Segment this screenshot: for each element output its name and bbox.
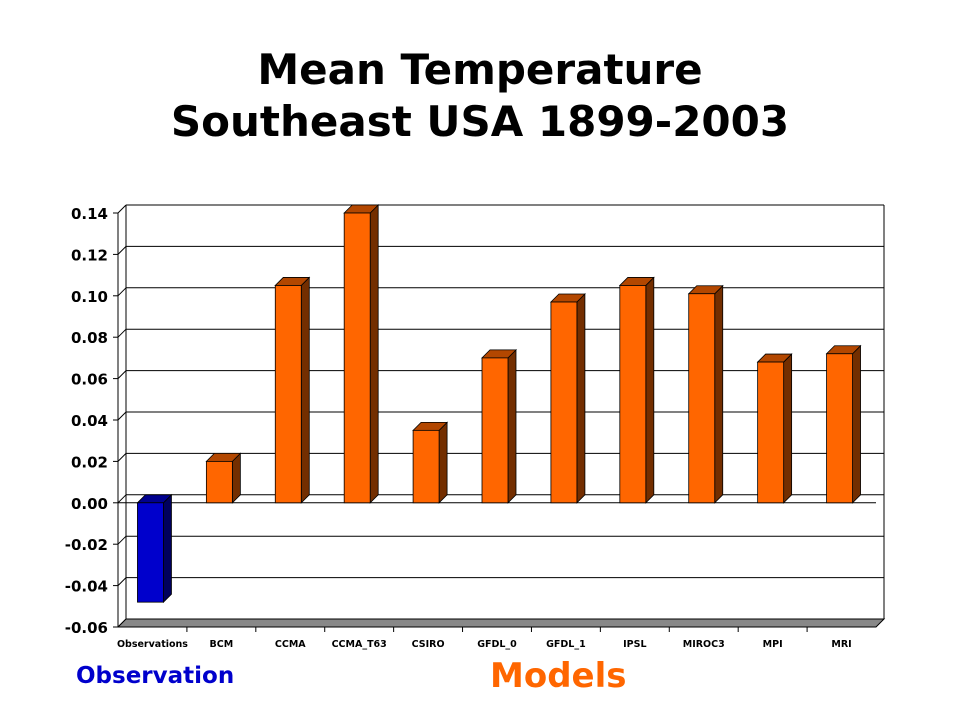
gridline-depth <box>117 577 127 586</box>
bar-miroc3 <box>688 293 716 504</box>
y-tick-label: -0.04 <box>65 578 108 596</box>
y-tick-label: -0.02 <box>65 536 108 554</box>
y-tick-label: 0.06 <box>71 371 108 389</box>
y-tick-label: 0.00 <box>71 495 108 513</box>
bar-side-observations <box>163 493 172 604</box>
chart-title-line1: Mean Temperature <box>257 45 703 94</box>
bar-side-mri <box>852 344 861 504</box>
gridline-depth <box>117 328 127 338</box>
gridline-depth <box>117 246 127 255</box>
bar-side-gfdl_0 <box>507 348 517 504</box>
bar-side-bcm <box>231 452 241 504</box>
x-tick-label: GFDL_0 <box>477 639 517 650</box>
x-tick-label: IPSL <box>623 639 646 650</box>
bar-mpi <box>757 361 785 504</box>
x-tick-label: CCMA <box>275 639 306 650</box>
bar-side-mpi <box>783 353 793 504</box>
y-tick-label: -0.06 <box>65 619 108 637</box>
gridline-depth <box>117 411 127 421</box>
models-group-label: Models <box>490 656 627 696</box>
gridline-depth <box>117 535 127 545</box>
y-tick-label: 0.12 <box>71 246 108 264</box>
y-tick-label: 0.10 <box>71 288 108 306</box>
bar-ipsl <box>619 285 647 504</box>
bar-side-miroc3 <box>714 284 724 504</box>
bar-mri <box>826 353 853 504</box>
gridline-depth <box>117 494 127 504</box>
x-tick-label: MRI <box>831 639 851 650</box>
x-tick-label: MIROC3 <box>683 639 725 650</box>
bar-observations <box>137 502 164 603</box>
bar-side-ccma_t63 <box>369 204 379 504</box>
y-tick-label: 0.04 <box>71 412 108 430</box>
x-tick-label: MPI <box>763 639 783 650</box>
chart-title-line2: Southeast USA 1899-2003 <box>170 97 790 146</box>
gridline-depth <box>117 370 127 379</box>
observation-group-label: Observation <box>76 663 235 689</box>
x-tick-label: CSIRO <box>412 639 445 650</box>
x-tick-label: Observations <box>117 639 188 650</box>
bar-side-ccma <box>300 276 310 504</box>
x-tick-label: CCMA_T63 <box>332 639 387 650</box>
chart-floor <box>116 618 886 628</box>
gridline-depth <box>117 204 127 214</box>
x-tick-label: GFDL_1 <box>546 639 586 650</box>
y-tick-label: 0.14 <box>71 205 108 223</box>
x-tick-label: BCM <box>210 639 234 650</box>
bar-bcm <box>205 460 233 504</box>
bar-ccma <box>274 285 302 504</box>
bar-gfdl_1 <box>550 301 578 504</box>
chart-title: Mean Temperature Southeast USA 1899-2003 <box>0 44 960 148</box>
bar-ccma_t63 <box>343 212 371 504</box>
bar-side-csiro <box>438 421 448 504</box>
bar-csiro <box>412 429 440 504</box>
gridline-depth <box>117 287 127 297</box>
y-tick-label: 0.08 <box>71 329 108 347</box>
bar-gfdl_0 <box>481 357 509 504</box>
gridline-depth <box>117 453 127 462</box>
bar-side-gfdl_1 <box>576 293 586 504</box>
y-tick-label: 0.02 <box>71 453 108 471</box>
bar-side-ipsl <box>645 276 655 504</box>
